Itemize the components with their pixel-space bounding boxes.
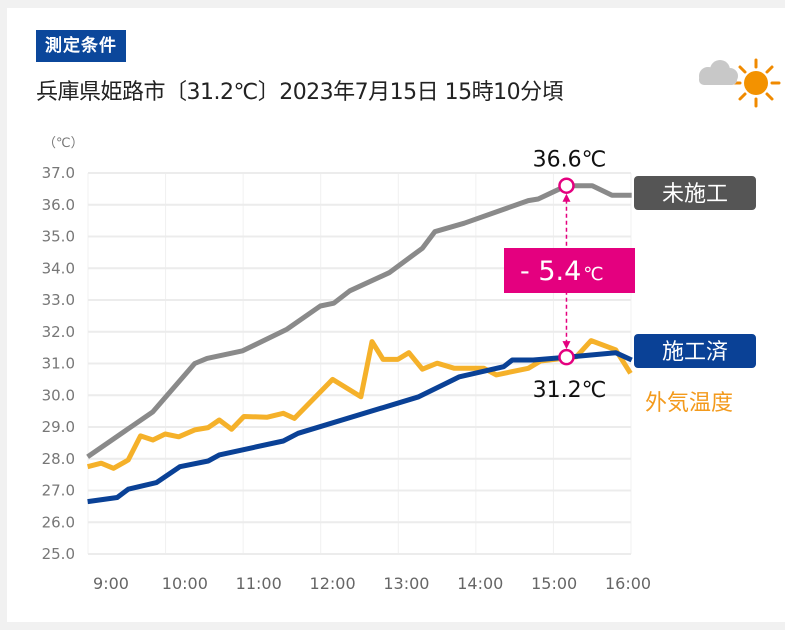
untreated-value-label: 36.6℃ — [533, 148, 607, 173]
y-tick-label: 27.0 — [42, 482, 75, 500]
cloud-shape — [699, 60, 738, 85]
x-tick-label: 14:00 — [457, 574, 503, 593]
x-tick-label: 13:00 — [383, 574, 429, 593]
series-label: 施工済 — [662, 340, 728, 365]
grid — [87, 172, 632, 555]
series-line-treated — [87, 350, 633, 505]
arrow-down-icon — [562, 341, 571, 350]
y-tick-label: 32.0 — [42, 323, 75, 341]
y-tick-label: 33.0 — [42, 291, 75, 309]
y-axis-ticks: 25.0 26.0 27.0 28.0 29.0 30.0 31.0 32.0 33.0 34.0… — [42, 164, 75, 563]
y-tick-label: 31.0 — [42, 355, 75, 373]
y-tick-label: 35.0 — [42, 228, 75, 246]
y-tick-label: 34.0 — [42, 259, 75, 277]
series-lines — [86, 183, 633, 505]
y-tick-label: 30.0 — [42, 386, 75, 404]
treated-value-label: 31.2℃ — [533, 378, 607, 403]
x-tick-label: 9:00 — [93, 574, 129, 593]
arrow-up-icon — [562, 193, 571, 202]
cloud-sun-icon — [699, 58, 781, 108]
difference-box — [504, 248, 635, 293]
x-tick-label: 16:00 — [605, 574, 651, 593]
y-axis-unit: （℃） — [43, 136, 84, 151]
treated-marker — [558, 348, 575, 366]
y-tick-label: 26.0 — [42, 513, 75, 531]
untreated-marker — [558, 177, 575, 194]
y-tick-label: 36.0 — [42, 196, 75, 214]
difference-value: - 5.4 ℃ — [520, 256, 603, 287]
series-label: 未施工 — [662, 182, 728, 207]
x-tick-label: 10:00 — [162, 574, 208, 593]
x-tick-label: 12:00 — [310, 574, 356, 593]
series-label-box — [634, 176, 756, 210]
measurement-condition-text: 兵庫県姫路市〔31.2℃〕2023年7月15日 15時10分頃 — [36, 80, 564, 105]
difference-number: - 5.4 — [520, 256, 581, 287]
measurement-conditions-badge: 測定条件 — [36, 30, 126, 62]
x-tick-label: 15:00 — [531, 574, 577, 593]
x-tick-label: 11:00 — [236, 574, 282, 593]
series-label-box — [634, 334, 756, 368]
x-axis-ticks: 9:00 10:00 11:00 12:00 13:00 14:00 15:00 16:00 — [93, 574, 651, 593]
y-tick-label: 37.0 — [42, 164, 75, 182]
series-line-outdoor — [86, 338, 633, 471]
y-tick-label: 28.0 — [42, 450, 75, 468]
series-label: 外気温度 — [645, 391, 733, 416]
y-tick-label: 25.0 — [42, 545, 75, 563]
difference-unit: ℃ — [583, 264, 603, 285]
chart-card — [7, 8, 785, 622]
y-tick-label: 29.0 — [42, 418, 75, 436]
